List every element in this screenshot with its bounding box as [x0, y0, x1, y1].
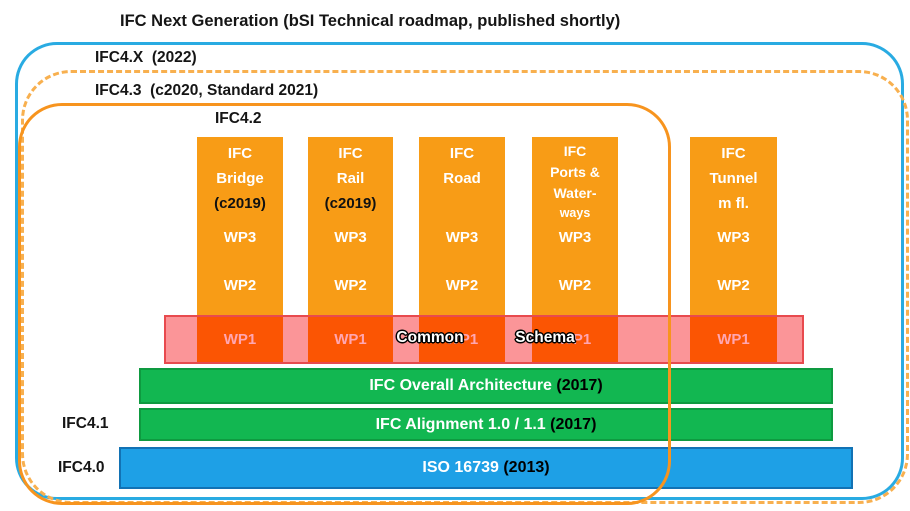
bar-name: IFC Alignment 1.0 / 1.1	[375, 415, 551, 433]
bar-side-label: IFC4.0	[58, 459, 105, 476]
column-title-line: ways	[559, 206, 591, 220]
wp3-label: WP3	[334, 229, 367, 246]
wp1-segment: WP1	[690, 315, 777, 363]
column-title-line: Tunnel	[709, 170, 758, 187]
bar-name: IFC Overall Architecture	[369, 377, 557, 394]
wp3-label: WP3	[558, 229, 592, 246]
wp1-label: WP1	[223, 330, 257, 348]
column-title: IFC Ports & Water-ways	[532, 141, 618, 223]
band-word-schema: Schema	[515, 329, 575, 346]
frame-label-ifc42: IFC4.2	[215, 110, 262, 127]
roadmap-column: IFC Rail (c2019) WP3 WP2 WP1	[308, 137, 393, 363]
roadmap-column: IFC Bridge (c2019) WP3 WP2 WP1	[197, 137, 283, 363]
bar-year: (2017)	[550, 415, 597, 433]
wp1-segment: WP1	[308, 315, 393, 363]
bar-side-label: IFC4.1	[62, 415, 109, 432]
wp2-label: WP2	[334, 277, 367, 294]
wp1-segment: WP1	[532, 315, 618, 363]
column-title-line: Bridge	[216, 170, 264, 187]
bar-name: ISO 16739	[422, 459, 504, 476]
column-year: (c2019)	[214, 195, 266, 212]
bar-year: (2013)	[503, 459, 550, 476]
column-title: IFC Bridge (c2019)	[197, 141, 283, 216]
band-word-common: Common	[396, 329, 464, 346]
milestone-bar: IFC Alignment 1.0 / 1.1 (2017)	[139, 408, 833, 441]
column-title-line: m fl.	[718, 195, 749, 212]
roadmap-column: IFC Ports & Water-ways WP3 WP2 WP1	[532, 137, 618, 363]
column-title: IFC Tunnel m fl.	[690, 141, 777, 216]
wp2-label: WP2	[223, 277, 257, 294]
column-title: IFC Road	[419, 141, 505, 191]
wp3-label: WP3	[445, 229, 479, 246]
column-title-line: IFC	[338, 145, 363, 162]
frame-label-ifc43: IFC4.3 (c2020, Standard 2021)	[95, 82, 319, 99]
column-year: (c2019)	[324, 195, 377, 212]
wp3-label: WP3	[717, 229, 750, 246]
frame-label-ifc4x: IFC4.X (2022)	[95, 49, 197, 66]
milestone-bar: IFC Overall Architecture (2017)	[139, 368, 833, 404]
column-title-line: IFC	[449, 145, 475, 162]
wp1-label: WP1	[334, 330, 367, 348]
column-title-line: Water-	[553, 185, 597, 201]
roadmap-column: IFC Road WP3 WP2 WP1	[419, 137, 505, 363]
column-title-line: Rail	[336, 170, 365, 187]
column-title-line: IFC	[563, 143, 587, 159]
roadmap-column: IFC Tunnel m fl. WP3 WP2 WP1	[690, 137, 777, 363]
column-title-line: Road	[443, 170, 481, 187]
diagram-title: IFC Next Generation (bSI Technical roadm…	[120, 12, 621, 30]
column-title-line: Ports &	[550, 164, 600, 180]
bar-year: (2017)	[556, 377, 603, 394]
wp2-label: WP2	[717, 277, 750, 294]
wp3-label: WP3	[223, 229, 257, 246]
wp1-segment: WP1	[419, 315, 505, 363]
wp2-label: WP2	[558, 277, 592, 294]
wp2-label: WP2	[445, 277, 479, 294]
wp1-segment: WP1	[197, 315, 283, 363]
wp1-label: WP1	[717, 330, 750, 348]
wp1-label: WP1	[445, 330, 479, 348]
wp1-label: WP1	[558, 330, 592, 348]
column-title-line: IFC	[721, 145, 746, 162]
column-title-line: IFC	[227, 145, 253, 162]
milestone-bar: ISO 16739 (2013)	[119, 447, 853, 489]
column-title: IFC Rail (c2019)	[308, 141, 393, 216]
